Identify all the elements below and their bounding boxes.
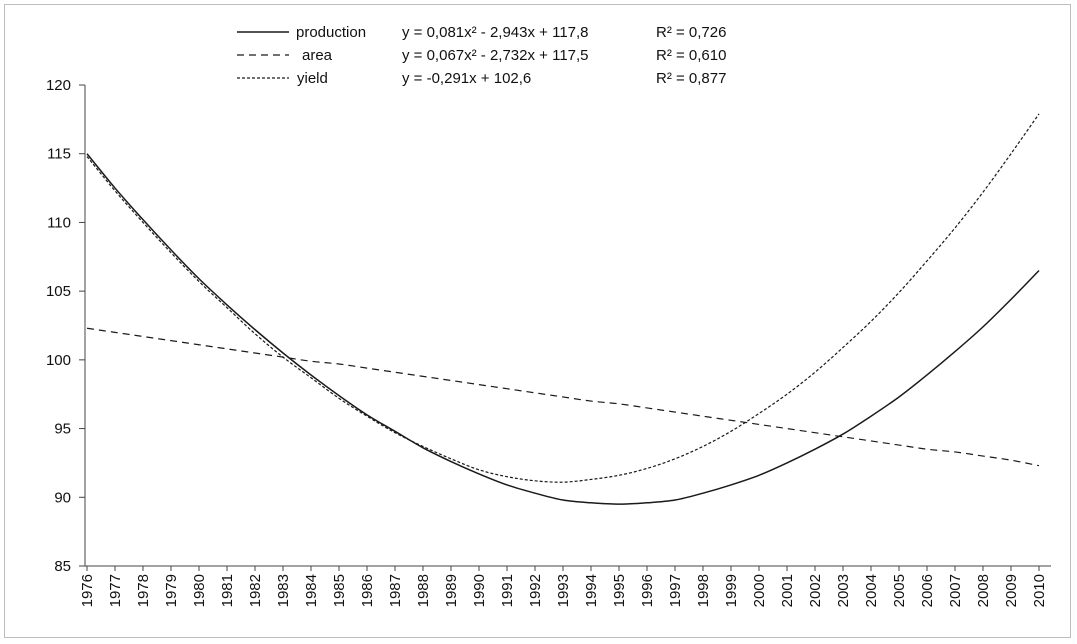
x-tick-label: 2009: [1003, 574, 1020, 607]
y-tick-label: 85: [54, 558, 71, 575]
legend-r2-area: R² = 0,610: [656, 47, 726, 64]
x-tick-label: 1983: [275, 574, 292, 607]
y-tick-label: 105: [46, 283, 71, 300]
x-tick-label: 2002: [807, 574, 824, 607]
y-tick-label: 120: [46, 77, 71, 94]
x-tick-label: 1982: [247, 574, 264, 607]
x-tick-label: 1981: [219, 574, 236, 607]
x-tick-label: 2003: [835, 574, 852, 607]
x-tick-label: 1977: [107, 574, 124, 607]
x-tick-label: 1995: [611, 574, 628, 607]
x-tick-label: 2004: [863, 574, 880, 607]
legend-label-area: area: [302, 47, 333, 64]
series-line-production: [86, 153, 1040, 505]
x-tick-label: 2006: [919, 574, 936, 607]
y-tick-labels: 85 90 95 100 105 110 115 120: [46, 77, 85, 575]
x-tick-label: 1996: [639, 574, 656, 607]
chart-frame: 85 90 95 100 105 110 115 120 1976 1977 1978 1979 19…: [4, 4, 1071, 638]
legend-equation-production: y = 0,081x² - 2,943x + 117,8: [402, 24, 589, 41]
x-tick-label: 1985: [331, 574, 348, 607]
x-tick-label: 1998: [695, 574, 712, 607]
x-tick-label: 1992: [527, 574, 544, 607]
x-tick-label: 2005: [891, 574, 908, 607]
x-tick-label: 1986: [359, 574, 376, 607]
series-lines: [86, 113, 1040, 505]
legend-equation-yield: y = -0,291x + 102,6: [402, 70, 531, 87]
x-tick-label: 1988: [415, 574, 432, 607]
x-tick-label: 2000: [751, 574, 768, 607]
x-tick-label: 1990: [471, 574, 488, 607]
x-tick-label: 2007: [947, 574, 964, 607]
y-tick-label: 100: [46, 352, 71, 369]
y-tick-label: 95: [54, 421, 71, 438]
legend-label-production: production: [296, 24, 366, 41]
x-tick-labels: 1976 1977 1978 1979 1980 1981 1982 1983 1984 1985…: [79, 566, 1048, 607]
x-tick-label: 1999: [723, 574, 740, 607]
legend-label-yield: yield: [297, 70, 328, 87]
legend-equation-area: y = 0,067x² - 2,732x + 117,5: [402, 47, 589, 64]
legend: production y = 0,081x² - 2,943x + 117,8 R²…: [237, 24, 726, 87]
x-tick-label: 1980: [191, 574, 208, 607]
legend-r2-production: R² = 0,726: [656, 24, 726, 41]
x-tick-label: 1978: [135, 574, 152, 607]
x-tick-label: 2001: [779, 574, 796, 607]
x-tick-label: 1984: [303, 574, 320, 607]
y-tick-label: 115: [47, 146, 71, 163]
x-tick-label: 2010: [1031, 574, 1048, 607]
x-tick-label: 1994: [583, 574, 600, 607]
x-tick-label: 1997: [667, 574, 684, 607]
series-line-area: [86, 327, 1040, 467]
x-tick-label: 1987: [387, 574, 404, 607]
x-tick-label: 2008: [975, 574, 992, 607]
y-tick-label: 110: [47, 214, 71, 231]
y-tick-label: 90: [54, 489, 71, 506]
legend-r2-yield: R² = 0,877: [656, 70, 726, 87]
series-line-yield: [86, 113, 1040, 483]
x-tick-label: 1976: [79, 574, 96, 607]
x-tick-label: 1993: [555, 574, 572, 607]
x-tick-label: 1989: [443, 574, 460, 607]
x-tick-label: 1991: [499, 574, 516, 607]
axes: [84, 85, 1051, 567]
x-tick-label: 1979: [163, 574, 180, 607]
